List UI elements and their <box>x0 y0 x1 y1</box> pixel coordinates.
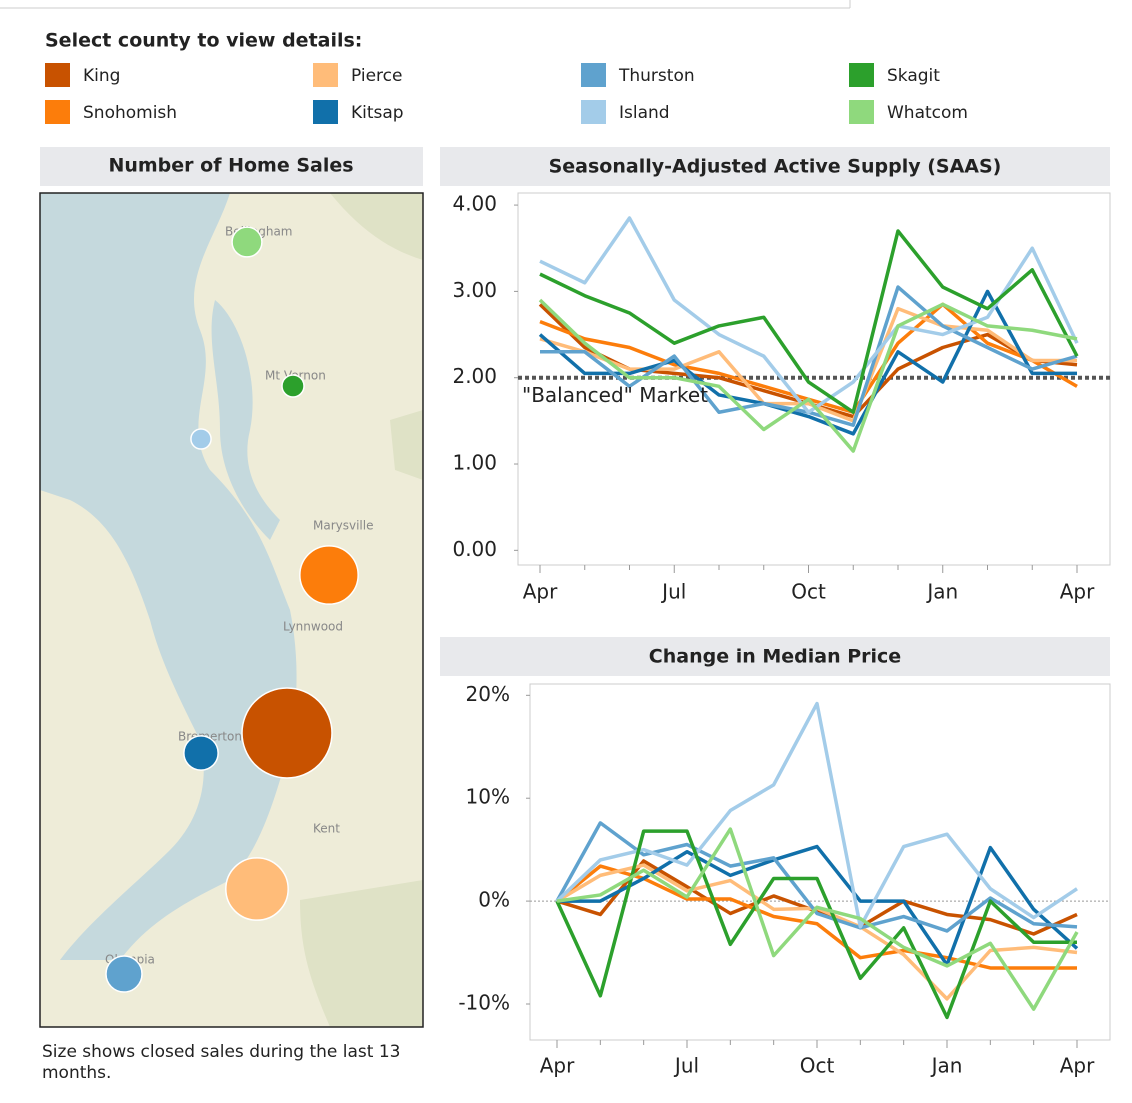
legend-label: Kitsap <box>351 103 404 123</box>
sales-bubble <box>105 955 143 993</box>
sales-bubble <box>183 735 219 771</box>
charts: Seasonally-Adjusted Active Supply (SAAS)… <box>440 147 1111 1078</box>
annotation: "Balanced" Market <box>522 383 708 407</box>
legend-swatch <box>849 100 874 124</box>
legend-swatch <box>849 63 874 87</box>
legend-swatch <box>45 100 70 124</box>
y-tick-label: 4.00 <box>452 192 497 216</box>
x-tick-label: Jan <box>930 1054 963 1078</box>
x-tick-label: Apr <box>1060 1054 1095 1078</box>
legend-swatch <box>313 63 338 87</box>
chart-title: Change in Median Price <box>649 646 901 668</box>
sales-bubble <box>241 687 333 779</box>
sales-bubble <box>190 428 212 450</box>
legend-label: Snohomish <box>83 103 177 123</box>
legend-swatch <box>581 100 606 124</box>
y-tick-label: 0% <box>478 888 510 912</box>
legend-label: Skagit <box>887 66 940 86</box>
legend-label: King <box>83 66 120 86</box>
series-line <box>556 827 1079 1011</box>
series-line <box>539 216 1079 414</box>
map-border <box>39 192 424 1028</box>
place-label: Lynnwood <box>283 620 343 634</box>
sales-bubble <box>225 857 289 921</box>
chart-title-band <box>440 637 1110 676</box>
footnote-box: Size shows closed sales during the last … <box>42 1042 401 1083</box>
x-tick-label: Oct <box>800 1054 835 1078</box>
place-label: Marysville <box>313 519 373 533</box>
y-tick-label: 2.00 <box>452 364 497 388</box>
sales-bubble <box>231 226 263 258</box>
chart-title: Seasonally-Adjusted Active Supply (SAAS) <box>549 156 1002 178</box>
series-line <box>555 829 1077 1020</box>
map-title: Number of Home Sales <box>108 155 353 177</box>
series-line <box>538 289 1077 436</box>
legend-label: Whatcom <box>887 103 968 123</box>
legend-label: Thurston <box>618 66 695 86</box>
series-line <box>555 821 1078 933</box>
x-tick-label: Apr <box>1060 580 1095 604</box>
series-line <box>538 298 1078 453</box>
y-tick-label: 20% <box>466 682 510 706</box>
x-tick-label: Jan <box>925 580 958 604</box>
series-line <box>555 701 1078 929</box>
y-tick-label: 10% <box>466 785 510 809</box>
y-tick-label: -10% <box>458 990 510 1014</box>
place-label: Kent <box>313 822 340 836</box>
water <box>211 300 280 540</box>
plot-area <box>529 683 1111 1041</box>
x-tick-label: Jul <box>660 580 686 604</box>
x-tick-label: Oct <box>791 580 826 604</box>
y-tick-label: 3.00 <box>452 278 497 302</box>
series-line <box>557 844 1079 967</box>
series-line <box>539 229 1079 414</box>
x-tick-label: Jul <box>673 1054 699 1078</box>
park <box>300 193 423 1027</box>
footnote: Size shows closed sales during the last … <box>42 1042 401 1083</box>
legend-swatch <box>45 63 70 87</box>
chart-title-band <box>440 147 1110 186</box>
y-tick-label: 1.00 <box>452 451 497 475</box>
sales-bubble <box>281 374 305 398</box>
map-title-band <box>40 147 423 186</box>
legend-label: Island <box>619 103 670 123</box>
legend: King Snohomish Pierce Kitsap Thurston Island S… <box>45 63 968 124</box>
water <box>40 193 297 960</box>
legend-title: Select county to view details: <box>45 30 362 52</box>
legend-swatch <box>581 63 606 87</box>
legend-swatch <box>313 100 338 124</box>
x-tick-label: Apr <box>540 1054 575 1078</box>
sales-bubble <box>299 545 359 605</box>
legend-label: Pierce <box>351 66 402 86</box>
y-tick-label: 0.00 <box>452 537 497 561</box>
x-tick-label: Apr <box>523 580 558 604</box>
series-line <box>539 306 1077 423</box>
